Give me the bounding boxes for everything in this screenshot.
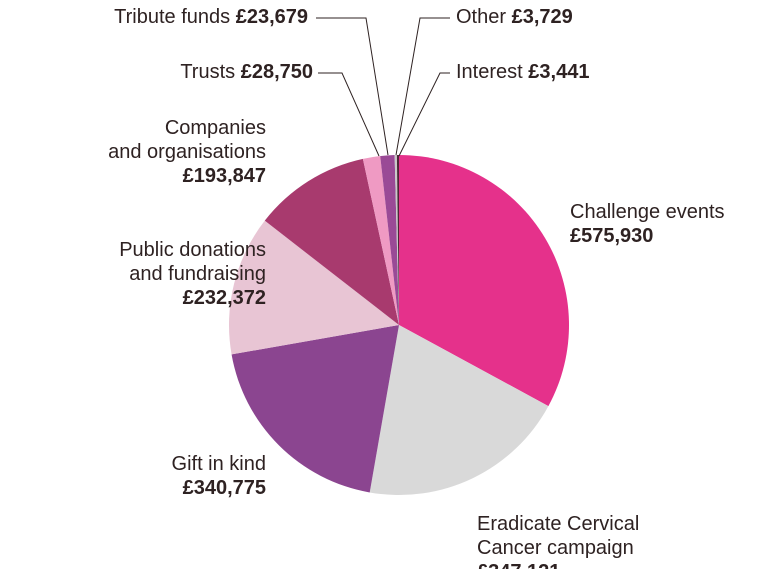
slice-label: Eradicate Cervical Cancer campaign£347,1… xyxy=(477,512,639,569)
pie-slice xyxy=(380,155,399,325)
pie-slice xyxy=(231,325,399,493)
slice-label: Other £3,729 xyxy=(456,5,573,29)
value-label: £23,679 xyxy=(235,6,308,28)
leader-line xyxy=(316,17,389,156)
category-name: Other xyxy=(456,6,507,28)
value-label: £575,930 xyxy=(570,225,654,247)
pie-slice xyxy=(399,155,569,407)
slice-label: Interest £3,441 xyxy=(456,60,589,84)
pie-slice xyxy=(394,155,399,325)
category-name: Eradicate Cervical Cancer campaign xyxy=(477,513,640,559)
category-name: Companies and organisations xyxy=(108,117,266,163)
pie-slice xyxy=(228,220,399,355)
slice-label: Trusts £28,750 xyxy=(180,60,313,84)
value-label: £193,847 xyxy=(182,165,266,187)
pie-slice xyxy=(362,156,399,325)
value-label: £3,441 xyxy=(528,61,590,83)
category-name: Tribute funds xyxy=(114,6,231,28)
value-label: £28,750 xyxy=(240,61,313,83)
category-name: Public donations and fundraising xyxy=(119,239,266,285)
pie-slice xyxy=(264,158,399,325)
pie-slice xyxy=(369,325,549,496)
value-label: £340,775 xyxy=(182,477,266,499)
leader-line xyxy=(318,72,380,157)
category-name: Interest xyxy=(456,61,523,83)
slice-label: Challenge events £575,930 xyxy=(570,200,725,248)
value-label: £3,729 xyxy=(511,6,573,28)
slice-label: Tribute funds £23,679 xyxy=(114,5,308,29)
value-label: £347,121 xyxy=(477,560,639,569)
slice-label: Public donations and fundraising £232,372 xyxy=(119,238,266,310)
value-label: £232,372 xyxy=(182,287,266,309)
category-name: Trusts xyxy=(180,61,236,83)
category-name: Gift in kind xyxy=(171,453,266,475)
leader-line xyxy=(398,72,450,157)
slice-label: Gift in kind £340,775 xyxy=(172,452,266,500)
category-name: Challenge events xyxy=(570,201,725,223)
leader-line xyxy=(395,17,450,156)
slice-label: Companies and organisations £193,847 xyxy=(108,116,266,188)
pie-slice xyxy=(396,155,399,325)
